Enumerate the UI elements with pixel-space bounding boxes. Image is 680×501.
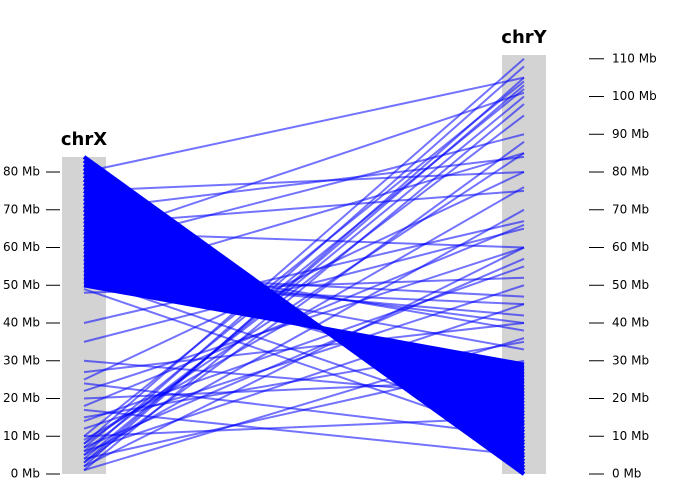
tick-label: 50 Mb [612, 278, 649, 292]
tick-label: 40 Mb [612, 316, 649, 330]
link [83, 76, 525, 173]
link [83, 265, 525, 423]
tick-label: 30 Mb [612, 353, 649, 367]
link [83, 382, 525, 438]
link [83, 171, 525, 381]
link [83, 303, 525, 453]
link [83, 155, 525, 211]
tick-label: 70 Mb [612, 202, 649, 216]
tick-label: 20 Mb [3, 391, 40, 405]
tick-label: 50 Mb [3, 278, 40, 292]
tick-label: 60 Mb [3, 240, 40, 254]
tick-label: 100 Mb [612, 89, 657, 103]
link [83, 227, 525, 343]
link [83, 257, 525, 449]
tick-label: 80 Mb [612, 165, 649, 179]
tick-label: 20 Mb [612, 391, 649, 405]
tick-label: 70 Mb [3, 202, 40, 216]
tick-label: 60 Mb [612, 240, 649, 254]
tick-label: 10 Mb [3, 429, 40, 443]
chromosome-title: chrY [501, 27, 547, 48]
link [83, 65, 525, 456]
tick-label: 30 Mb [3, 353, 40, 367]
chromosome-title: chrX [61, 129, 107, 150]
tick-label: 90 Mb [612, 127, 649, 141]
link [83, 171, 525, 192]
block-link [83, 283, 525, 367]
links [82, 58, 526, 476]
link [83, 322, 525, 374]
link [83, 408, 525, 457]
tick-label: 110 Mb [612, 51, 657, 65]
tick-label: 0 Mb [11, 467, 40, 481]
link [83, 58, 525, 445]
tick-label: 80 Mb [3, 165, 40, 179]
tick-label: 10 Mb [612, 429, 649, 443]
link [83, 208, 525, 456]
tick-label: 0 Mb [612, 467, 641, 481]
link [83, 220, 525, 324]
link [83, 88, 525, 449]
tick-label: 40 Mb [3, 316, 40, 330]
link [83, 284, 525, 430]
link [83, 80, 525, 438]
link [83, 141, 525, 464]
